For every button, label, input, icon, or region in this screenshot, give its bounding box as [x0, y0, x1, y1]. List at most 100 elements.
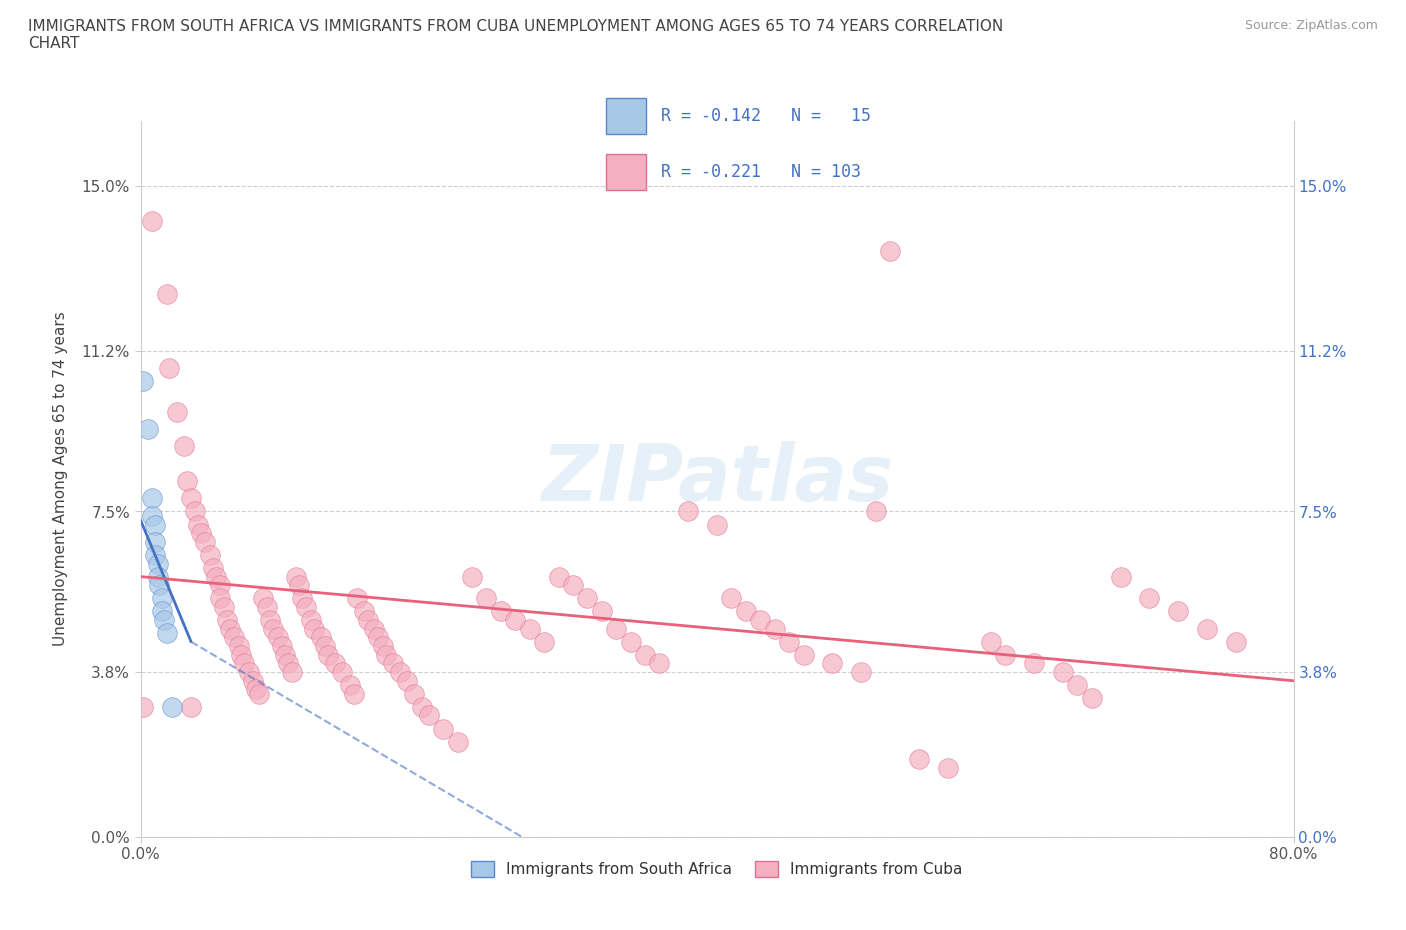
Point	[180, 491, 202, 506]
Text: R = -0.221   N = 103: R = -0.221 N = 103	[661, 163, 862, 181]
Text: Source: ZipAtlas.com: Source: ZipAtlas.com	[1244, 19, 1378, 32]
Point	[404, 686, 426, 701]
Point	[749, 613, 772, 628]
Point	[980, 634, 1002, 649]
Point	[146, 556, 169, 571]
Point	[233, 656, 256, 671]
Point	[821, 656, 844, 671]
Point	[288, 578, 311, 592]
Point	[367, 630, 389, 644]
Point	[166, 405, 188, 419]
Point	[141, 509, 163, 524]
Point	[212, 600, 235, 615]
Point	[547, 569, 569, 584]
Point	[270, 639, 292, 654]
Point	[994, 647, 1017, 662]
Point	[346, 591, 368, 605]
Point	[936, 760, 959, 775]
Point	[475, 591, 498, 605]
Point	[1066, 678, 1088, 693]
Point	[461, 569, 484, 584]
Point	[201, 561, 224, 576]
Point	[266, 630, 288, 644]
Point	[194, 535, 217, 550]
Point	[778, 634, 800, 649]
Point	[323, 656, 346, 671]
Point	[274, 647, 297, 662]
Point	[1167, 604, 1189, 618]
Point	[879, 244, 901, 259]
Point	[619, 634, 641, 649]
Point	[180, 699, 202, 714]
Point	[735, 604, 758, 618]
Point	[706, 517, 728, 532]
Point	[371, 639, 394, 654]
Point	[132, 374, 155, 389]
Point	[332, 665, 354, 680]
Point	[208, 578, 231, 592]
Point	[291, 591, 314, 605]
Point	[295, 600, 318, 615]
Point	[1081, 691, 1104, 706]
Point	[136, 421, 159, 436]
Bar	[606, 99, 645, 135]
Point	[259, 613, 281, 628]
Point	[533, 634, 555, 649]
Point	[219, 621, 242, 636]
Point	[231, 647, 253, 662]
Point	[245, 682, 267, 697]
Point	[648, 656, 671, 671]
Point	[162, 699, 184, 714]
Point	[1225, 634, 1247, 649]
Point	[634, 647, 657, 662]
Point	[208, 591, 231, 605]
Text: IMMIGRANTS FROM SOUTH AFRICA VS IMMIGRANTS FROM CUBA UNEMPLOYMENT AMONG AGES 65 : IMMIGRANTS FROM SOUTH AFRICA VS IMMIGRAN…	[28, 19, 1004, 51]
Point	[150, 591, 173, 605]
Point	[148, 578, 170, 592]
Point	[357, 613, 380, 628]
Bar	[606, 153, 645, 190]
Point	[381, 656, 404, 671]
Point	[281, 665, 304, 680]
Point	[132, 699, 155, 714]
Point	[228, 639, 250, 654]
Point	[152, 613, 174, 628]
Point	[262, 621, 284, 636]
Point	[1195, 621, 1218, 636]
Text: R = -0.142   N =   15: R = -0.142 N = 15	[661, 107, 872, 126]
Point	[143, 548, 166, 563]
Text: ZIPatlas: ZIPatlas	[541, 441, 893, 517]
Y-axis label: Unemployment Among Ages 65 to 74 years: Unemployment Among Ages 65 to 74 years	[53, 312, 67, 646]
Point	[159, 361, 180, 376]
Point	[285, 569, 308, 584]
Point	[187, 517, 209, 532]
Point	[388, 665, 411, 680]
Point	[247, 686, 270, 701]
Point	[173, 439, 195, 454]
Point	[591, 604, 613, 618]
Point	[198, 548, 221, 563]
Point	[605, 621, 627, 636]
Legend: Immigrants from South Africa, Immigrants from Cuba: Immigrants from South Africa, Immigrants…	[465, 855, 969, 884]
Point	[865, 504, 887, 519]
Point	[256, 600, 278, 615]
Point	[184, 504, 207, 519]
Point	[242, 673, 264, 688]
Point	[299, 613, 322, 628]
Point	[363, 621, 385, 636]
Point	[141, 491, 163, 506]
Point	[143, 535, 166, 550]
Point	[793, 647, 815, 662]
Point	[432, 721, 454, 736]
Point	[374, 647, 396, 662]
Point	[576, 591, 599, 605]
Point	[146, 569, 169, 584]
Point	[217, 613, 239, 628]
Point	[411, 699, 433, 714]
Point	[447, 734, 470, 749]
Point	[678, 504, 700, 519]
Point	[316, 647, 339, 662]
Point	[302, 621, 325, 636]
Point	[418, 708, 440, 723]
Point	[314, 639, 336, 654]
